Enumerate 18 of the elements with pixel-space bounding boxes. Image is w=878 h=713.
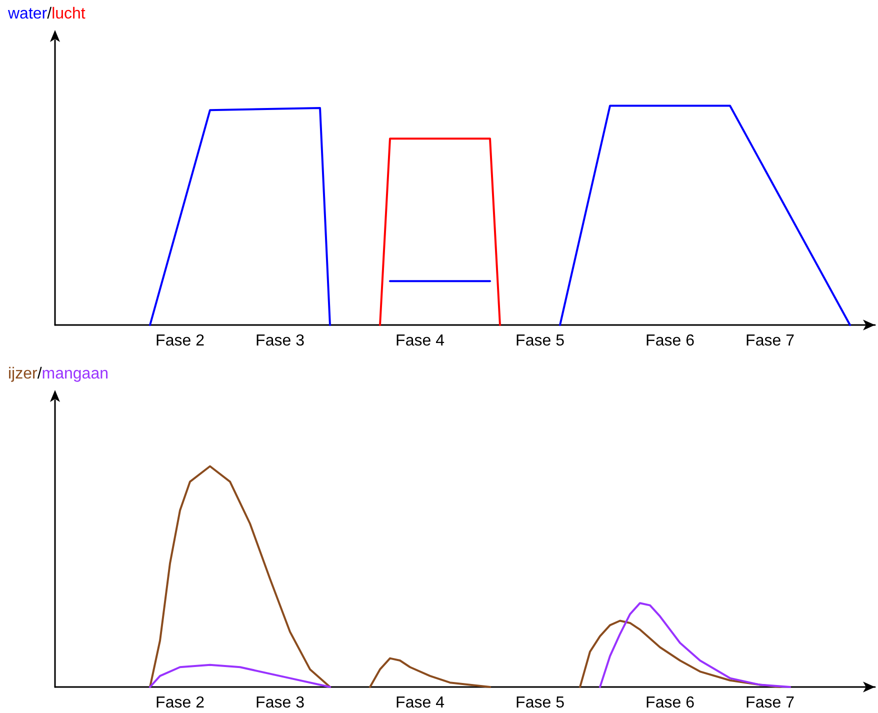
x-tick-label: Fase 5 <box>516 694 565 712</box>
x-tick-label: Fase 6 <box>646 332 695 350</box>
x-tick-label: Fase 2 <box>156 694 205 712</box>
x-tick-label: Fase 4 <box>396 332 445 350</box>
text: / <box>37 366 42 382</box>
x-tick-label: Fase 3 <box>256 694 305 712</box>
text: water <box>7 6 48 22</box>
text: ijzer <box>8 366 38 382</box>
x-tick-label: Fase 6 <box>646 694 695 712</box>
x-tick-label: Fase 7 <box>746 694 795 712</box>
x-tick-label: Fase 5 <box>516 332 565 350</box>
x-tick-label: Fase 7 <box>746 332 795 350</box>
x-tick-label: Fase 2 <box>156 332 205 350</box>
x-tick-label: Fase 4 <box>396 694 445 712</box>
text: / <box>47 6 52 22</box>
text: lucht <box>52 6 86 22</box>
x-tick-label: Fase 3 <box>256 332 305 350</box>
text: mangaan <box>42 366 108 382</box>
